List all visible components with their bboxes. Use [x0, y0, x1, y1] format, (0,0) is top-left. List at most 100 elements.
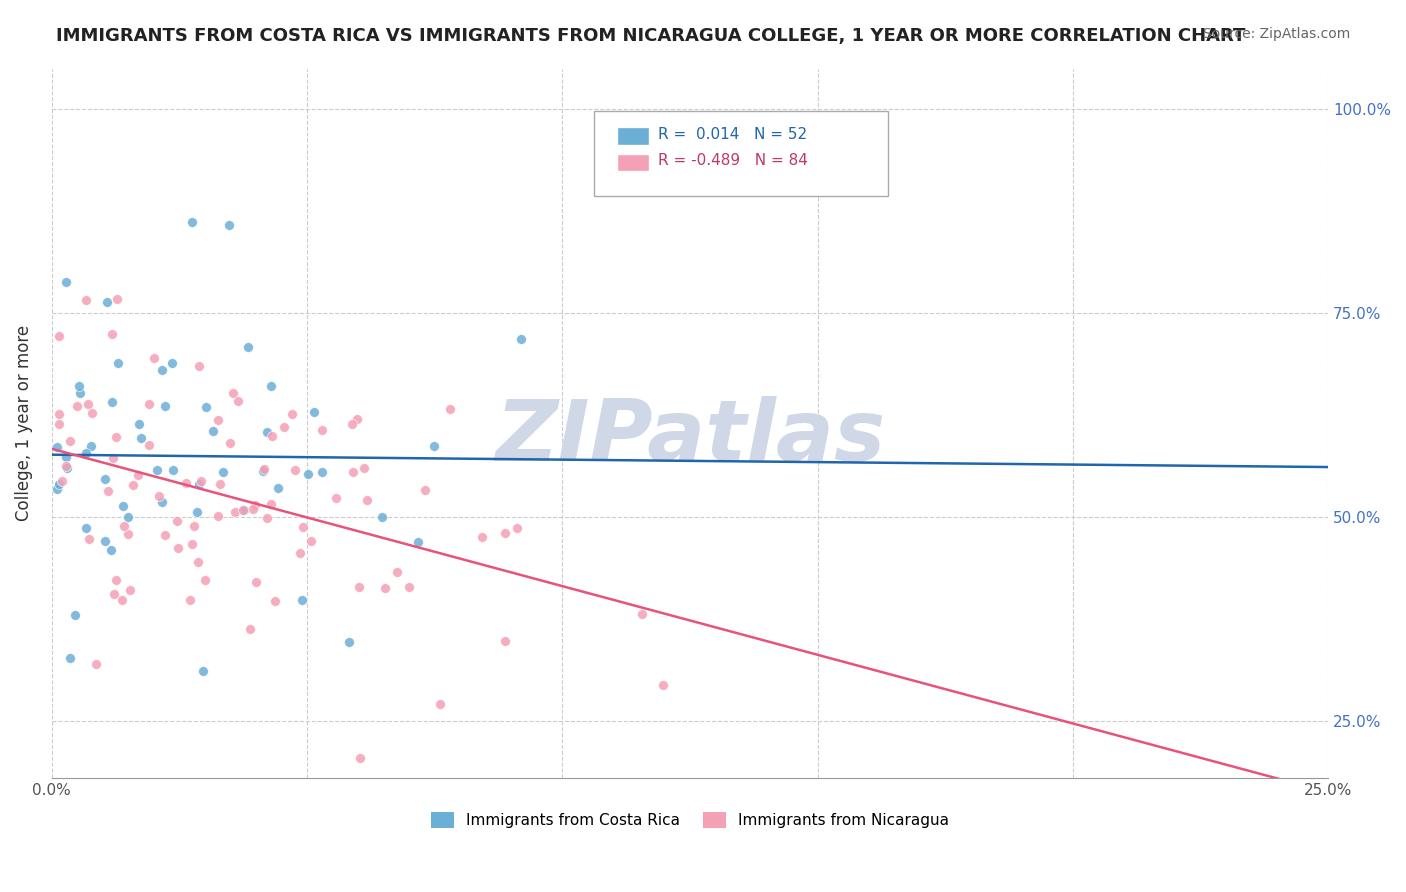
Point — [311, 423, 333, 437]
Point — [273, 419, 295, 434]
Point — [117, 510, 139, 524]
Point — [138, 397, 160, 411]
Point — [55, 450, 77, 464]
Point — [209, 476, 232, 491]
Point — [188, 477, 211, 491]
Point — [291, 592, 314, 607]
Point — [48, 417, 70, 431]
Point — [103, 587, 125, 601]
Point — [232, 503, 254, 517]
Point — [129, 431, 152, 445]
Point — [96, 294, 118, 309]
Point — [150, 363, 173, 377]
Point — [260, 429, 283, 443]
Point — [311, 465, 333, 479]
Point — [260, 379, 283, 393]
Point — [138, 438, 160, 452]
Point — [94, 472, 117, 486]
Point — [179, 592, 201, 607]
Point — [281, 408, 304, 422]
Point — [222, 385, 245, 400]
Legend: Immigrants from Costa Rica, Immigrants from Nicaragua: Immigrants from Costa Rica, Immigrants f… — [425, 806, 955, 834]
Point — [105, 292, 128, 306]
Point — [194, 573, 217, 587]
Point — [245, 575, 267, 590]
Point — [471, 530, 494, 544]
Point — [494, 634, 516, 648]
Point — [191, 664, 214, 678]
Point — [150, 495, 173, 509]
Point — [631, 607, 654, 621]
Point — [181, 537, 204, 551]
Point — [187, 359, 209, 373]
Point — [67, 378, 90, 392]
Point — [288, 546, 311, 560]
Point — [101, 451, 124, 466]
Point — [406, 535, 429, 549]
Point — [356, 492, 378, 507]
Point — [387, 565, 409, 579]
Point — [398, 580, 420, 594]
Point — [174, 475, 197, 490]
Point — [59, 651, 82, 665]
Point — [59, 434, 82, 449]
Point — [256, 425, 278, 439]
Point — [80, 439, 103, 453]
Point — [510, 332, 533, 346]
Point — [100, 543, 122, 558]
Point — [349, 751, 371, 765]
Point — [101, 327, 124, 342]
Point — [112, 500, 135, 514]
Point — [423, 439, 446, 453]
Point — [242, 502, 264, 516]
Point — [127, 467, 149, 482]
Text: IMMIGRANTS FROM COSTA RICA VS IMMIGRANTS FROM NICARAGUA COLLEGE, 1 YEAR OR MORE : IMMIGRANTS FROM COSTA RICA VS IMMIGRANTS… — [56, 27, 1246, 45]
Point — [218, 219, 240, 233]
Point — [260, 498, 283, 512]
Point — [325, 491, 347, 505]
Point — [76, 293, 98, 308]
Point — [226, 394, 249, 409]
Point — [219, 436, 242, 450]
Point — [346, 412, 368, 426]
Point — [117, 526, 139, 541]
Point — [340, 417, 363, 431]
Point — [111, 592, 134, 607]
Point — [167, 541, 190, 555]
Point — [128, 417, 150, 431]
Point — [153, 528, 176, 542]
Point — [55, 458, 77, 473]
Point — [253, 462, 276, 476]
Point — [370, 510, 392, 524]
Point — [302, 405, 325, 419]
Point — [439, 401, 461, 416]
Point — [224, 504, 246, 518]
Point — [651, 677, 673, 691]
Point — [212, 465, 235, 479]
Point — [162, 463, 184, 477]
Point — [75, 520, 97, 534]
Point — [45, 482, 67, 496]
Point — [186, 505, 208, 519]
Point — [207, 509, 229, 524]
Point — [245, 498, 267, 512]
Point — [101, 395, 124, 409]
Point — [187, 555, 209, 569]
Point — [506, 521, 529, 535]
Point — [51, 475, 73, 489]
Point — [339, 635, 361, 649]
Point — [232, 503, 254, 517]
Point — [146, 463, 169, 477]
Point — [104, 430, 127, 444]
Point — [292, 520, 315, 534]
Point — [494, 526, 516, 541]
Point — [299, 534, 322, 549]
Point — [347, 580, 370, 594]
Point — [120, 583, 142, 598]
Text: Source: ZipAtlas.com: Source: ZipAtlas.com — [1202, 27, 1350, 41]
Point — [201, 424, 224, 438]
Point — [148, 489, 170, 503]
Point — [160, 356, 183, 370]
Point — [76, 397, 98, 411]
Y-axis label: College, 1 year or more: College, 1 year or more — [15, 326, 32, 522]
